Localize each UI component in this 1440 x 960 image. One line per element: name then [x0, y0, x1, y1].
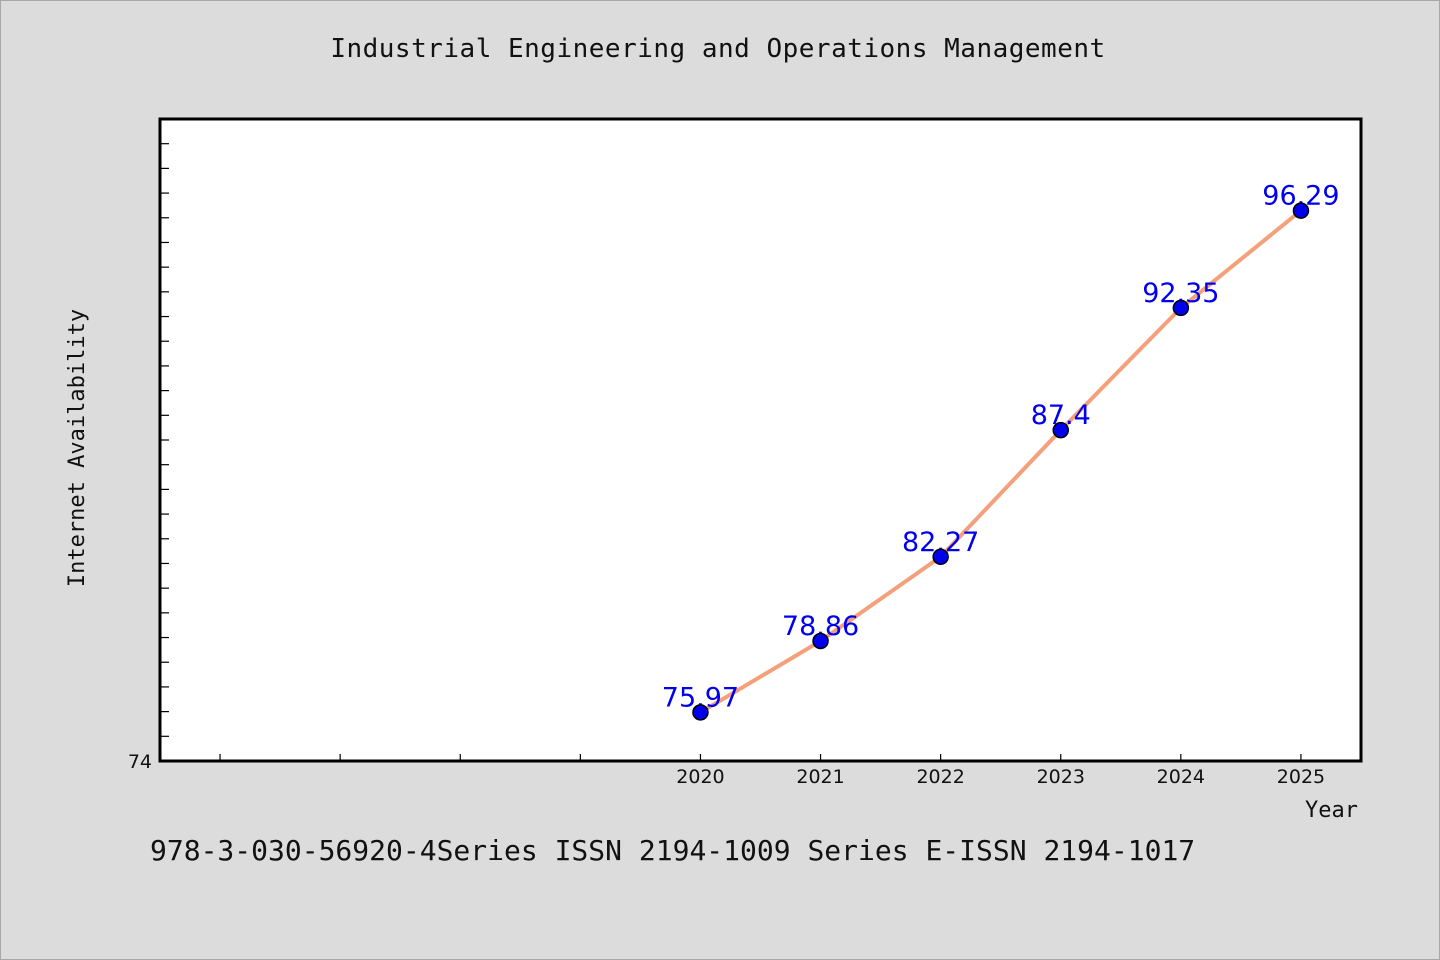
x-axis-ticks: 2020 2021 2022 2023 2024 2025 — [219, 754, 1325, 788]
data-point — [692, 704, 709, 721]
x-tick-label: 2023 — [1037, 766, 1085, 788]
x-tick-label: 2024 — [1157, 766, 1205, 788]
data-point — [812, 632, 829, 650]
y-axis-ticks: 74 — [128, 143, 169, 773]
x-tick-label: 2025 — [1277, 766, 1325, 788]
chart-title: Industrial Engineering and Operations Ma… — [330, 34, 1106, 64]
x-tick-label: 2021 — [796, 766, 844, 788]
plot-area — [158, 117, 1363, 763]
y-tick-label: 74 — [128, 751, 152, 773]
footer-note: 978-3-030-56920-4Series ISSN 2194-1009 S… — [150, 834, 1196, 867]
x-axis-label: Year — [1305, 798, 1358, 823]
y-axis-label: Internet Availability — [65, 309, 90, 587]
x-tick-label: 2020 — [676, 766, 724, 788]
x-tick-label: 2022 — [916, 766, 964, 788]
data-point — [932, 548, 949, 566]
data-point — [1172, 299, 1190, 317]
data-point — [1292, 202, 1310, 219]
series-line — [698, 208, 1303, 715]
data-point — [1052, 421, 1069, 439]
